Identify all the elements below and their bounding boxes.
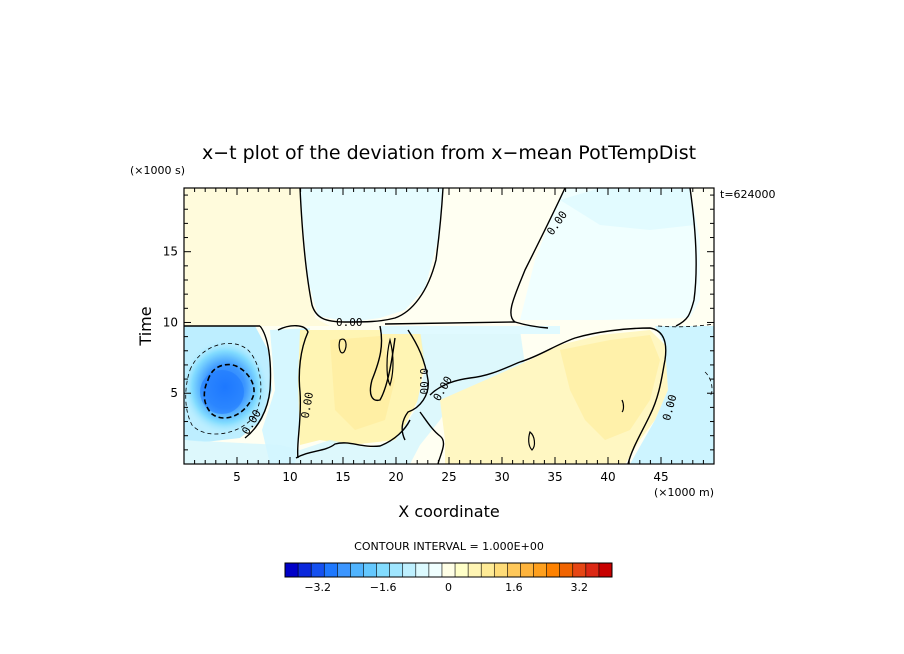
contour-lines [184,188,714,464]
x-tick-label: 20 [388,470,403,484]
contour-label: 0.00 [336,316,363,329]
y-axis-ticks: 5 10 15 [163,194,714,451]
colorbar-swatch [376,563,391,577]
colorbar-swatch [455,563,469,577]
x-tick-label: 35 [547,470,562,484]
colorbar-swatch [311,563,325,577]
chart-title: x−t plot of the deviation from x−mean Po… [202,142,696,164]
colorbar-tick-label: −3.2 [304,581,331,594]
colorbar-swatch [298,563,312,577]
x-tick-label: 45 [653,470,668,484]
x-tick-label: 30 [494,470,509,484]
colorbar-swatch [441,563,456,577]
colorbar-ticks: −3.2 −1.6 0 1.6 3.2 [304,581,588,594]
colorbar-frame [284,562,613,578]
colorbar-swatch [468,563,482,577]
colorbar-swatch [572,563,587,577]
colorbar-swatch [363,563,378,577]
colorbar-swatch [598,563,613,577]
contour-labels: 0.00 0.00 0.00 0.00 0.00 0.00 0.00 [239,209,679,437]
colorbar-swatch [520,563,535,577]
colorbar-tick-label: 0 [445,581,452,594]
colorbar-tick-label: 3.2 [571,581,589,594]
contour-interval-label: CONTOUR INTERVAL = 1.000E+00 [354,540,544,553]
y-axis-label: Time [136,306,155,346]
colorbar [285,563,613,577]
colorbar-swatch [324,563,338,577]
y-tick-label: 10 [163,315,178,329]
colorbar-swatch [428,563,443,577]
y-tick-label: 15 [163,245,178,259]
colorbar-swatch [494,563,508,577]
colorbar-swatch [415,563,430,577]
x-tick-label: 40 [600,470,615,484]
colorbar-swatch [337,563,351,577]
colorbar-swatch [546,563,561,577]
region-upper-left [184,188,330,326]
region-lower-far-right-cool [630,326,714,464]
contour-label: 0.00 [299,391,316,419]
region-upper-middle [300,188,443,322]
colorbar-swatch [559,563,574,577]
colorbar-swatch [389,563,404,577]
colorbar-swatch [402,563,417,577]
x-axis-ticks: 5 10 15 20 25 30 35 40 45 [194,188,704,484]
x-tick-label: 15 [335,470,350,484]
x-unit-label: (×1000 m) [654,486,714,499]
x-tick-label: 5 [233,470,241,484]
plot-fill [184,188,714,464]
y-tick-label: 5 [170,386,178,400]
colorbar-tick-label: 1.6 [505,581,523,594]
colorbar-swatch [507,563,521,577]
x-tick-label: 10 [282,470,297,484]
colorbar-swatch [533,563,548,577]
y-unit-label: (×1000 s) [130,164,185,177]
colorbar-tick-label: −1.6 [370,581,397,594]
x-tick-label: 25 [441,470,456,484]
colorbar-swatch [585,563,600,577]
contour-label: 0.00 [417,368,430,395]
colorbar-swatch [285,563,299,577]
colorbar-swatch [350,563,364,577]
timestamp-label: t=624000 [720,188,776,201]
x-axis-label: X coordinate [398,502,499,521]
colorbar-swatch [481,563,495,577]
